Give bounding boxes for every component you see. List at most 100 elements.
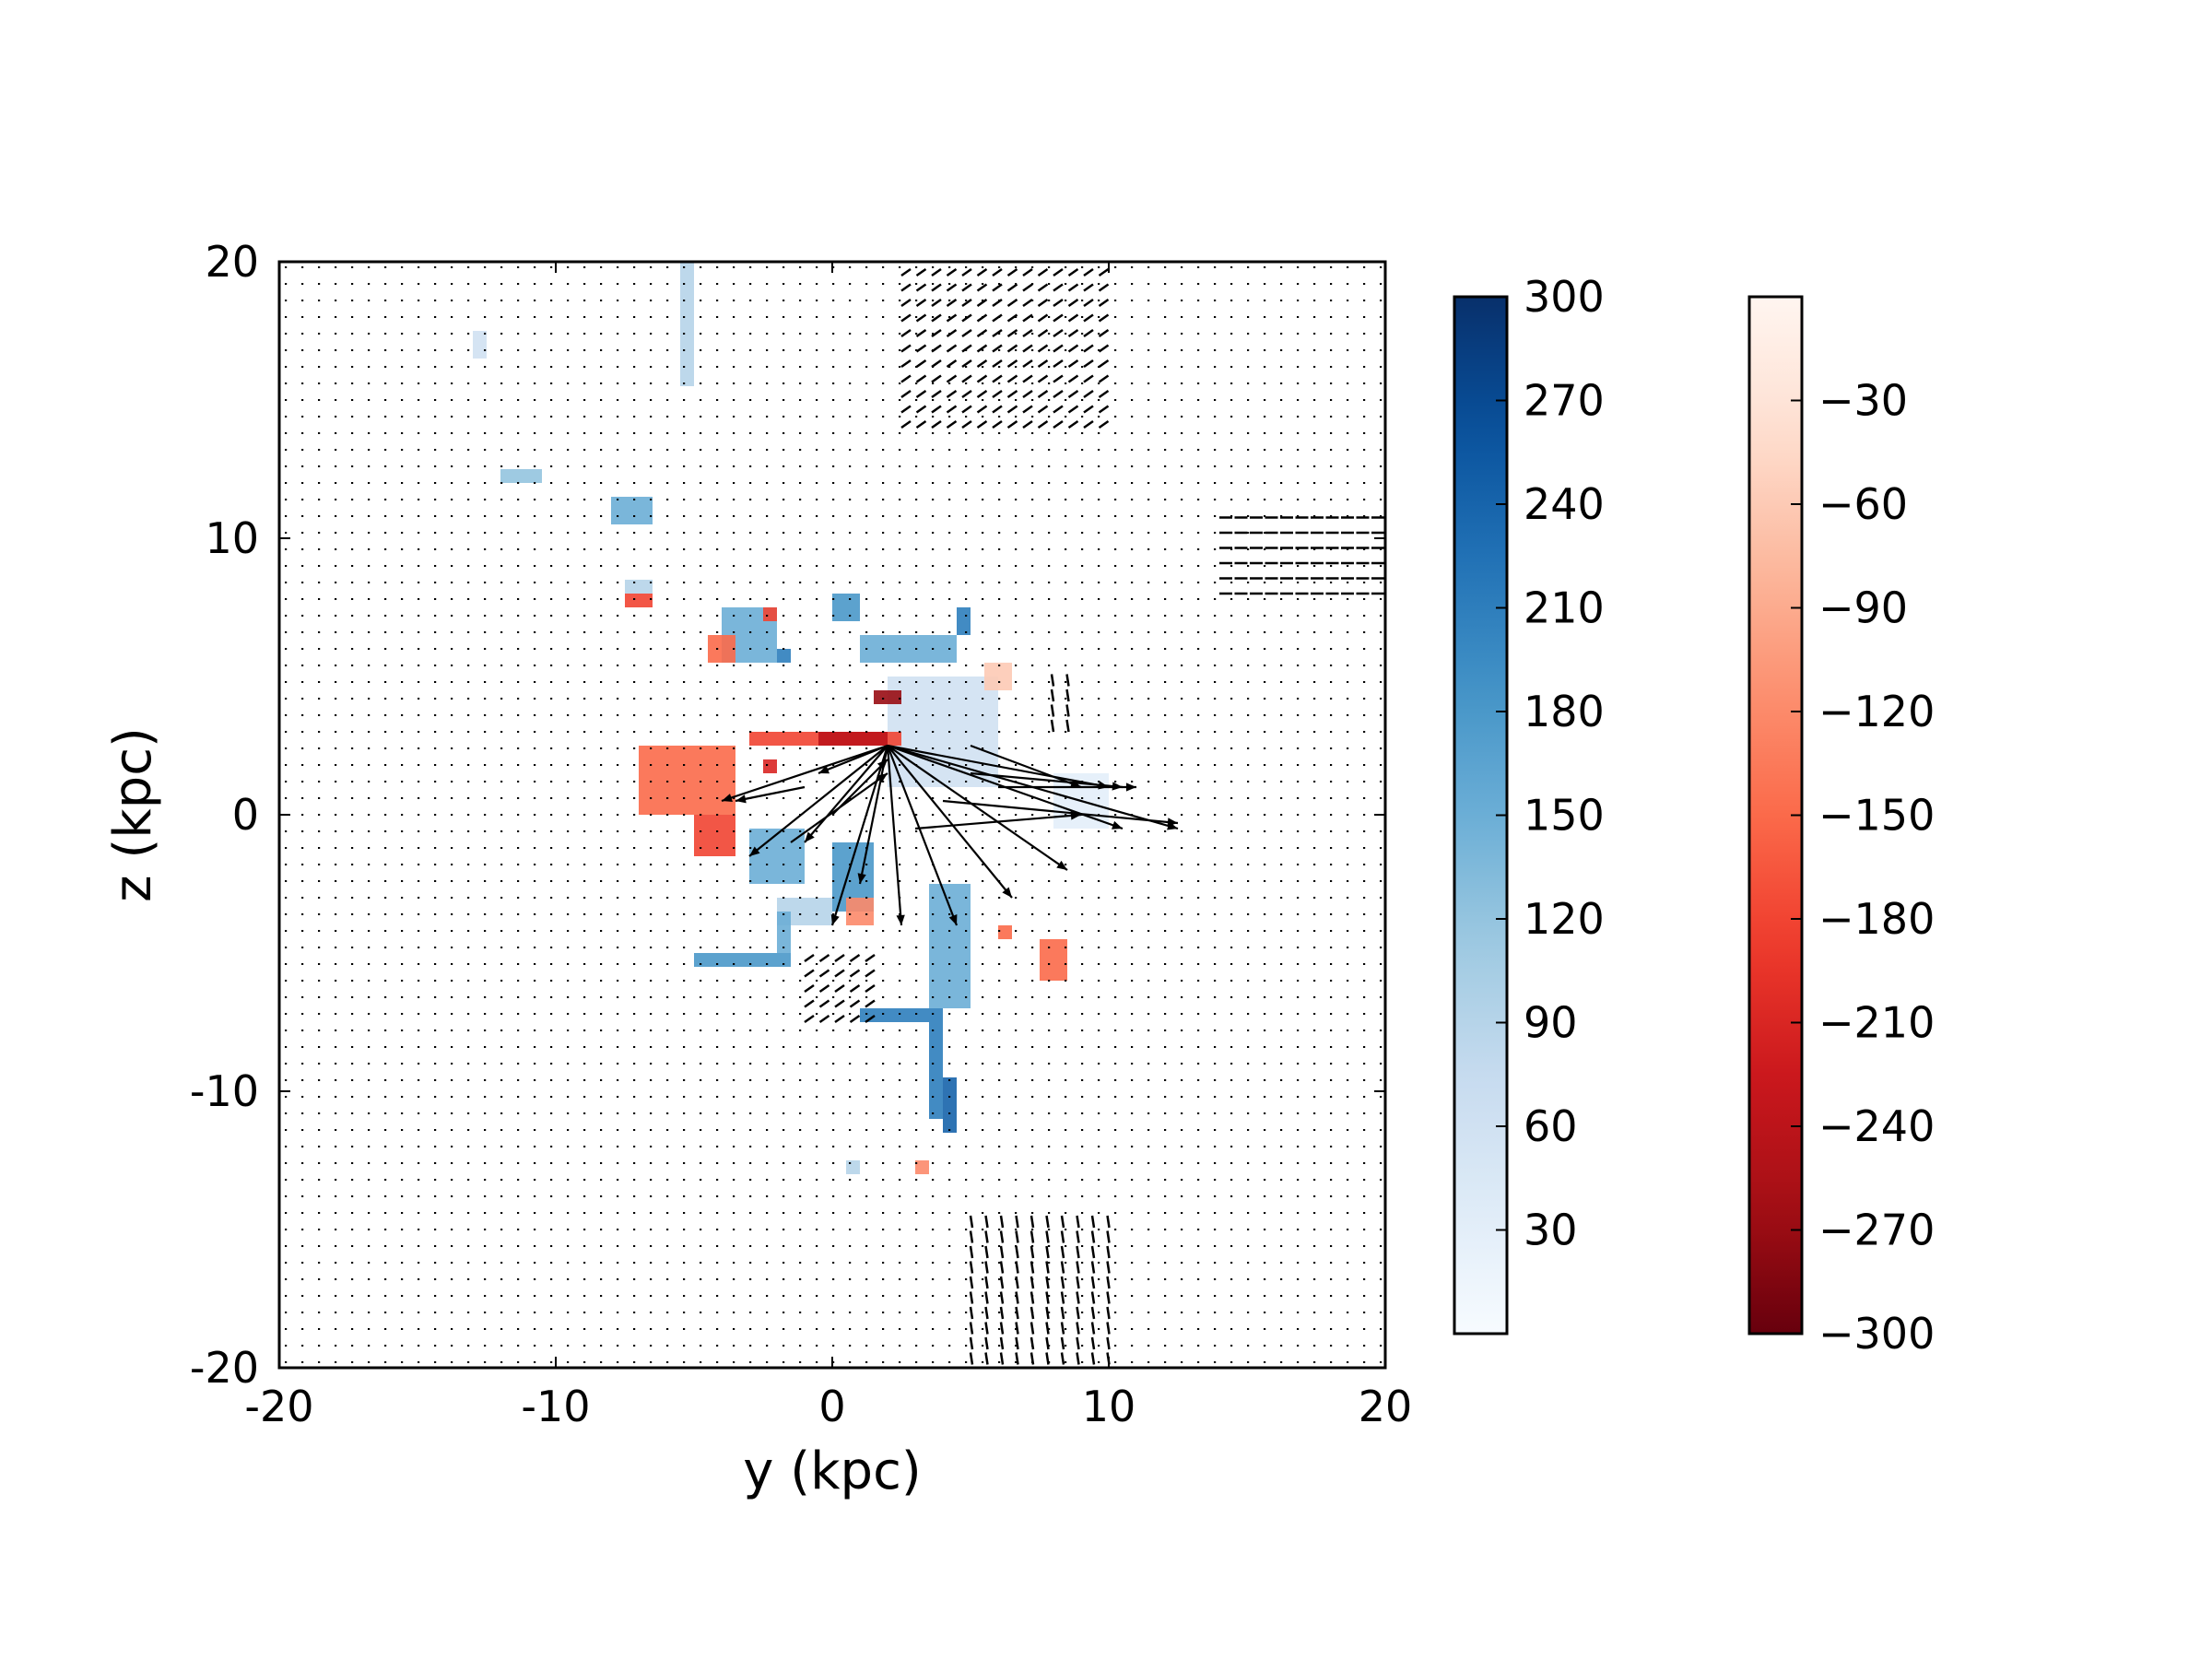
quiver-dense-zone <box>900 267 1110 429</box>
colorbar-negative: −30 −60 −90 −120 −150 −180 −210 −240 −270 −300 <box>1747 295 1935 1359</box>
quiver-arrowhead <box>1070 811 1081 820</box>
colorbar-tick-label: 270 <box>1524 376 1605 426</box>
quiver-dense-zone <box>1219 516 1384 595</box>
positive-velocity-cell <box>846 1160 860 1174</box>
colorbar-tick-label: −210 <box>1818 998 1935 1048</box>
colorbar-tick-label: −120 <box>1818 687 1935 736</box>
negative-velocity-cell <box>763 759 777 773</box>
negative-velocity-cell <box>1040 939 1067 981</box>
positive-velocity-cell <box>860 1008 929 1022</box>
quiver-dense-zone <box>1050 674 1070 733</box>
y-tick-label: 10 <box>205 513 259 563</box>
x-axis-title: y (kpc) <box>743 1441 921 1501</box>
negative-velocity-cell <box>998 925 1012 939</box>
quiver-long-arrow <box>735 785 806 803</box>
quiver-long-arrow <box>886 745 903 926</box>
positive-velocity-cell <box>749 829 805 884</box>
quiver-long-arrow <box>887 745 1013 899</box>
quiver-arrows-layer <box>285 266 1384 1368</box>
positive-velocity-cell <box>929 1008 943 1119</box>
negative-velocity-cell <box>874 690 901 704</box>
quiver-long-arrow <box>721 744 888 803</box>
x-tick-label: 10 <box>1082 1382 1136 1431</box>
colorbar-tick-label: 180 <box>1524 687 1605 736</box>
negative-velocity-cell <box>708 635 735 663</box>
quiver-arrowhead <box>735 794 747 804</box>
quiver-long-arrow <box>887 745 1068 871</box>
quiver-arrowhead <box>857 873 866 884</box>
quiver-arrowhead <box>830 914 840 925</box>
colorbar-tick-label: −270 <box>1818 1206 1935 1255</box>
colorbar-tick-label: −300 <box>1818 1309 1935 1359</box>
colorbar-tick-label: −180 <box>1818 894 1935 944</box>
quiver-long-arrow <box>886 745 959 926</box>
positive-velocity-cell <box>957 607 971 635</box>
quiver-long-arrow <box>970 771 1124 789</box>
y-tick-label: -20 <box>190 1343 259 1393</box>
y-tick-label: -10 <box>190 1066 259 1116</box>
y-tick-label: 20 <box>205 237 259 287</box>
x-tick-label: -10 <box>521 1382 590 1431</box>
positive-velocity-cell <box>832 594 860 621</box>
quiver-long-arrow <box>818 744 888 775</box>
positive-velocity-cell <box>694 953 791 967</box>
quiver-long-arrow <box>804 745 888 843</box>
colorbar-tick-label: −90 <box>1818 583 1908 633</box>
axes-layer: -20 -10 0 10 20 20 10 0 -10 -20 <box>190 237 1412 1431</box>
colorbar-tick-label: 210 <box>1524 583 1605 633</box>
positive-velocity-cell <box>860 635 957 663</box>
colorbar-tick-label: −150 <box>1818 791 1935 841</box>
quiver-arrowhead <box>722 794 733 802</box>
colorbar-tick-label: −30 <box>1818 376 1908 426</box>
positive-velocity-cell <box>473 331 487 359</box>
quiver-dense-zone <box>969 1215 1111 1368</box>
y-tick-label: 0 <box>232 790 259 840</box>
positive-velocity-cell <box>777 649 791 663</box>
colorbar-tick-label: 150 <box>1524 791 1605 841</box>
positive-velocity-cell <box>611 497 653 524</box>
negative-velocity-cell <box>625 594 653 607</box>
quiver-arrowhead <box>948 914 958 925</box>
colorbar-tick-label: 240 <box>1524 479 1605 529</box>
quiver-long-arrow <box>970 744 1082 789</box>
quiver-long-arrow <box>942 799 1179 825</box>
quiver-arrowhead <box>805 831 815 842</box>
negative-velocity-cell <box>915 1160 929 1174</box>
positive-velocity-cell <box>625 580 653 594</box>
negative-velocity-cell <box>694 815 735 856</box>
positive-velocity-cell <box>943 1077 957 1133</box>
quiver-arrowhead <box>749 846 760 856</box>
negative-velocity-cell <box>846 898 874 925</box>
quiver-long-arrow <box>914 813 1082 830</box>
colorbar-tick-label: 30 <box>1524 1206 1578 1255</box>
positive-velocity-cell <box>680 262 694 386</box>
negative-velocity-cell <box>639 746 735 815</box>
colorbar-positive: 300 270 240 210 180 150 120 90 60 30 <box>1453 272 1605 1335</box>
quiver-dot-field <box>285 266 1382 1363</box>
x-tick-label: 20 <box>1359 1382 1413 1431</box>
colorbar-tick-label: 90 <box>1524 998 1578 1048</box>
positive-velocity-cell <box>500 469 542 483</box>
quiver-arrowhead <box>1070 779 1081 788</box>
x-tick-label: 0 <box>818 1382 845 1431</box>
x-tick-label: -20 <box>244 1382 313 1431</box>
colorbar-tick-label: 120 <box>1524 894 1605 944</box>
quiver-arrowhead <box>818 765 830 774</box>
quiver-arrowhead <box>1112 820 1123 830</box>
colorbar-tick-label: 300 <box>1524 272 1605 322</box>
quiver-arrowhead <box>1002 887 1012 898</box>
negative-velocity-cell <box>763 607 777 621</box>
y-axis-title: z (kpc) <box>103 727 163 902</box>
positive-velocity-cell <box>929 884 971 1008</box>
colorbar-tick-label: −240 <box>1818 1101 1935 1151</box>
quiver-dense-zone <box>804 953 876 1024</box>
quiver-arrowhead <box>1125 782 1136 792</box>
negative-velocity-cell <box>984 663 1012 690</box>
quiver-long-arrow <box>790 772 888 843</box>
quiver-arrowhead <box>1167 818 1178 827</box>
colorbar-tick-label: 60 <box>1524 1101 1578 1151</box>
quiver-arrowhead <box>896 914 905 925</box>
quiver-long-arrow <box>748 745 888 857</box>
positive-velocity-cell <box>777 912 791 953</box>
